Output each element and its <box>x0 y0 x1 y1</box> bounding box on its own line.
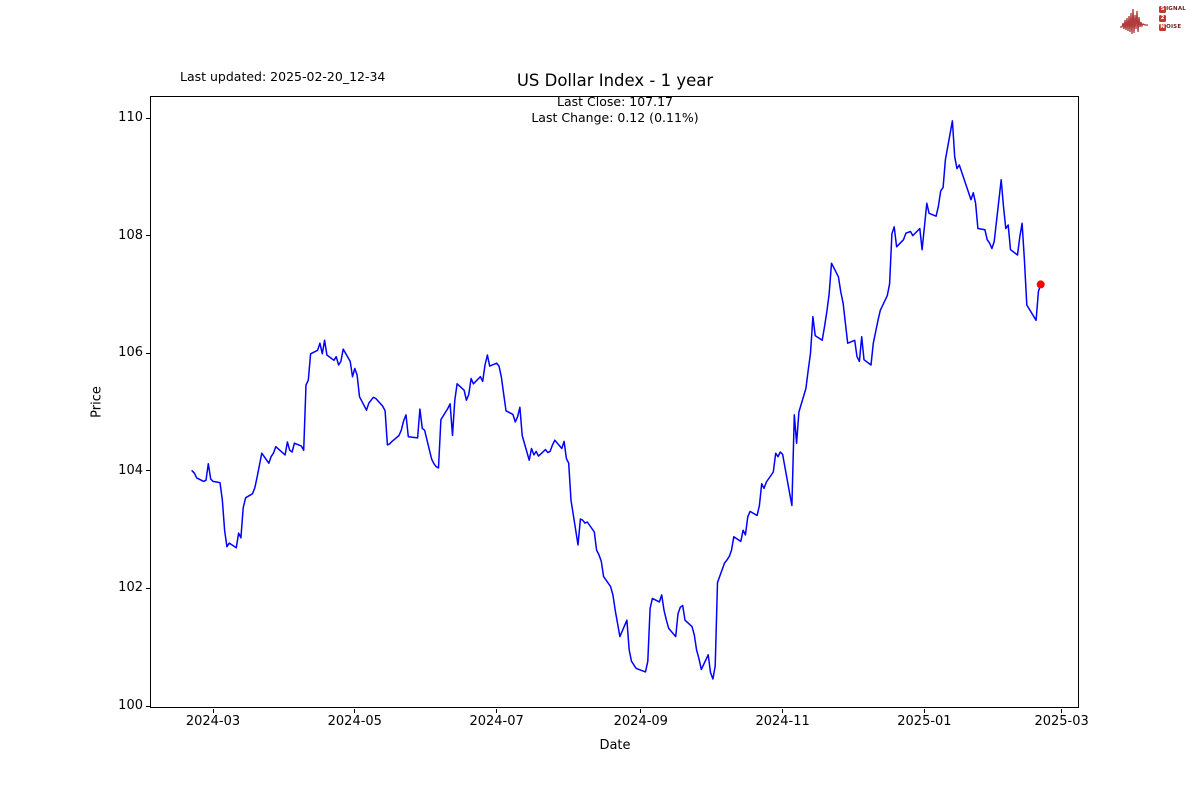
y-tick-label: 104 <box>118 462 143 478</box>
logo-letter-s: S <box>1159 5 1167 13</box>
signal2noise-logo: S IGNAL 2 N OISE <box>1120 5 1186 37</box>
y-tick-mark <box>146 587 150 589</box>
logo-row-signal: S IGNAL <box>1159 5 1186 13</box>
x-tick-mark <box>782 709 784 713</box>
chart-title: US Dollar Index - 1 year <box>516 71 714 90</box>
subtitle-last-close: Last Close: 107.17 <box>557 94 673 109</box>
logo-waveform-icon <box>1120 8 1149 35</box>
logo-letter-n: N <box>1159 23 1167 31</box>
x-tick-label: 2024-09 <box>613 714 668 729</box>
x-tick-mark <box>1061 709 1063 713</box>
x-tick-mark <box>923 709 925 713</box>
y-tick-mark <box>146 235 150 237</box>
y-tick-mark <box>146 470 150 472</box>
logo-text: S IGNAL 2 N OISE <box>1159 5 1186 31</box>
x-tick-mark <box>496 709 498 713</box>
y-tick-label: 100 <box>118 698 143 713</box>
y-axis-label: Price <box>89 386 105 418</box>
logo-row-noise: N OISE <box>1159 23 1186 31</box>
logo-noise-rest: OISE <box>1166 23 1182 30</box>
logo-letter-2: 2 <box>1159 14 1167 22</box>
y-tick-label: 102 <box>118 580 143 596</box>
x-tick-label: 2024-03 <box>185 714 241 729</box>
x-tick-label: 2025-03 <box>1034 714 1089 729</box>
x-tick-label: 2024-05 <box>327 714 382 729</box>
y-tick-label: 106 <box>118 345 143 361</box>
x-tick-mark <box>640 709 642 713</box>
x-tick-mark <box>354 709 356 713</box>
logo-signal-rest: IGNAL <box>1166 5 1186 12</box>
logo-row-2: 2 <box>1159 14 1186 22</box>
plot-area <box>150 96 1079 708</box>
y-tick-label: 110 <box>118 110 143 125</box>
x-tick-label: 2024-07 <box>469 714 524 729</box>
y-tick-mark <box>146 352 150 354</box>
last-updated-text: Last updated: 2025-02-20_12-34 <box>180 69 386 84</box>
x-tick-mark <box>212 709 214 713</box>
y-tick-mark <box>146 705 150 707</box>
y-tick-mark <box>146 117 150 119</box>
y-tick-label: 108 <box>118 227 143 243</box>
x-axis-label: Date <box>599 738 631 753</box>
x-tick-label: 2024-11 <box>755 714 810 729</box>
x-tick-label: 2025-01 <box>897 714 952 729</box>
